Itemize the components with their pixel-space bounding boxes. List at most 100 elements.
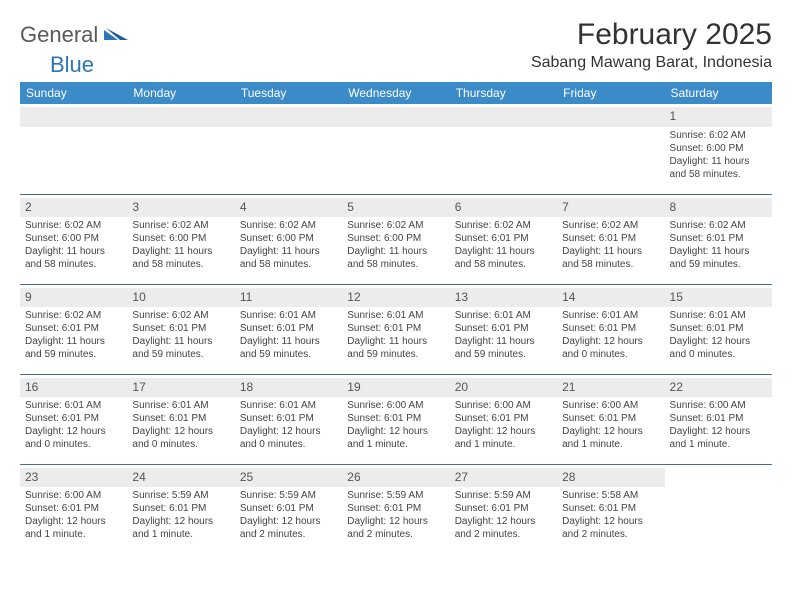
day-detail-line: Daylight: 12 hours [670, 425, 767, 438]
day-detail-line: and 2 minutes. [240, 528, 337, 541]
day-number: 23 [20, 468, 127, 488]
calendar-cell: 18Sunrise: 6:01 AMSunset: 6:01 PMDayligh… [235, 374, 342, 464]
day-number: 27 [450, 468, 557, 488]
day-detail-line: Sunrise: 6:01 AM [562, 309, 659, 322]
calendar-cell [557, 104, 664, 194]
day-detail-line: and 0 minutes. [25, 438, 122, 451]
day-number: 20 [450, 378, 557, 398]
day-detail-line: and 59 minutes. [455, 348, 552, 361]
day-number: 9 [20, 288, 127, 308]
day-detail-line: Sunrise: 6:01 AM [455, 309, 552, 322]
day-detail-line: Sunset: 6:00 PM [240, 232, 337, 245]
logo-mark-icon [104, 24, 130, 47]
day-header: Monday [127, 82, 234, 104]
day-detail-line: Sunrise: 6:02 AM [455, 219, 552, 232]
day-detail-line: Sunset: 6:01 PM [455, 412, 552, 425]
day-detail-line: Sunrise: 6:00 AM [562, 399, 659, 412]
day-detail-line: and 2 minutes. [347, 528, 444, 541]
day-detail-line: Sunset: 6:01 PM [455, 322, 552, 335]
day-detail-line: and 1 minute. [25, 528, 122, 541]
day-number: 17 [127, 378, 234, 398]
day-header: Wednesday [342, 82, 449, 104]
day-detail-line: Daylight: 12 hours [562, 425, 659, 438]
day-detail-line: Daylight: 12 hours [240, 515, 337, 528]
calendar-cell: 12Sunrise: 6:01 AMSunset: 6:01 PMDayligh… [342, 284, 449, 374]
calendar-cell: 7Sunrise: 6:02 AMSunset: 6:01 PMDaylight… [557, 194, 664, 284]
day-header-row: Sunday Monday Tuesday Wednesday Thursday… [20, 82, 772, 104]
calendar-cell: 23Sunrise: 6:00 AMSunset: 6:01 PMDayligh… [20, 464, 127, 554]
calendar-cell: 27Sunrise: 5:59 AMSunset: 6:01 PMDayligh… [450, 464, 557, 554]
calendar-cell: 6Sunrise: 6:02 AMSunset: 6:01 PMDaylight… [450, 194, 557, 284]
day-number: 19 [342, 378, 449, 398]
calendar-week-row: 1Sunrise: 6:02 AMSunset: 6:00 PMDaylight… [20, 104, 772, 194]
day-detail-line: and 59 minutes. [347, 348, 444, 361]
day-number: 3 [127, 198, 234, 218]
day-detail-line: Daylight: 11 hours [455, 245, 552, 258]
calendar-cell [450, 104, 557, 194]
day-detail-line: Sunset: 6:00 PM [132, 232, 229, 245]
day-detail-line: Sunset: 6:01 PM [347, 502, 444, 515]
day-detail-line: Sunrise: 5:59 AM [240, 489, 337, 502]
calendar-cell: 11Sunrise: 6:01 AMSunset: 6:01 PMDayligh… [235, 284, 342, 374]
day-detail-line: and 0 minutes. [562, 348, 659, 361]
day-detail-line: Sunrise: 6:01 AM [240, 309, 337, 322]
day-detail-line: Sunset: 6:00 PM [25, 232, 122, 245]
day-detail-line: Sunset: 6:01 PM [132, 502, 229, 515]
day-detail-line: Sunset: 6:01 PM [455, 232, 552, 245]
day-number: 21 [557, 378, 664, 398]
day-detail-line: Daylight: 11 hours [25, 335, 122, 348]
day-detail-line: Sunset: 6:01 PM [25, 502, 122, 515]
day-detail-line: Daylight: 12 hours [562, 515, 659, 528]
calendar-cell: 2Sunrise: 6:02 AMSunset: 6:00 PMDaylight… [20, 194, 127, 284]
day-detail-line: and 1 minute. [670, 438, 767, 451]
calendar-cell: 15Sunrise: 6:01 AMSunset: 6:01 PMDayligh… [665, 284, 772, 374]
day-number: 8 [665, 198, 772, 218]
day-header: Sunday [20, 82, 127, 104]
day-detail-line: Sunrise: 6:02 AM [25, 219, 122, 232]
day-detail-line: and 58 minutes. [347, 258, 444, 271]
day-detail-line: Daylight: 12 hours [347, 425, 444, 438]
day-detail-line: and 59 minutes. [670, 258, 767, 271]
day-number: 25 [235, 468, 342, 488]
day-detail-line: Daylight: 12 hours [25, 425, 122, 438]
day-detail-line: Daylight: 11 hours [25, 245, 122, 258]
calendar-cell [342, 104, 449, 194]
day-detail-line: Daylight: 12 hours [670, 335, 767, 348]
calendar-cell: 13Sunrise: 6:01 AMSunset: 6:01 PMDayligh… [450, 284, 557, 374]
day-detail-line: Sunrise: 6:01 AM [132, 399, 229, 412]
day-detail-line: Daylight: 12 hours [132, 515, 229, 528]
day-detail-line: Sunrise: 6:01 AM [670, 309, 767, 322]
day-number: 12 [342, 288, 449, 308]
day-detail-line: Sunrise: 6:00 AM [25, 489, 122, 502]
day-detail-line: Daylight: 11 hours [240, 245, 337, 258]
title-block: February 2025 Sabang Mawang Barat, Indon… [531, 18, 772, 72]
calendar-cell: 10Sunrise: 6:02 AMSunset: 6:01 PMDayligh… [127, 284, 234, 374]
calendar-cell: 20Sunrise: 6:00 AMSunset: 6:01 PMDayligh… [450, 374, 557, 464]
day-number: 16 [20, 378, 127, 398]
day-detail-line: Sunset: 6:01 PM [670, 322, 767, 335]
day-detail-line: and 2 minutes. [455, 528, 552, 541]
day-detail-line: Sunrise: 5:59 AM [132, 489, 229, 502]
day-detail-line: Sunrise: 6:02 AM [132, 309, 229, 322]
day-detail-line: Sunrise: 5:59 AM [347, 489, 444, 502]
day-detail-line: and 59 minutes. [240, 348, 337, 361]
calendar-table: Sunday Monday Tuesday Wednesday Thursday… [20, 82, 772, 554]
logo: General [20, 18, 132, 48]
day-detail-line: Daylight: 11 hours [562, 245, 659, 258]
day-detail-line: Sunset: 6:01 PM [240, 502, 337, 515]
day-detail-line: and 58 minutes. [562, 258, 659, 271]
day-number: 4 [235, 198, 342, 218]
day-detail-line: Sunrise: 6:02 AM [562, 219, 659, 232]
day-detail-line: Sunrise: 6:00 AM [670, 399, 767, 412]
calendar-cell: 17Sunrise: 6:01 AMSunset: 6:01 PMDayligh… [127, 374, 234, 464]
day-detail-line: Daylight: 11 hours [670, 245, 767, 258]
calendar-cell: 26Sunrise: 5:59 AMSunset: 6:01 PMDayligh… [342, 464, 449, 554]
day-detail-line: Sunset: 6:01 PM [670, 232, 767, 245]
empty-day-strip [127, 107, 234, 127]
day-detail-line: Sunrise: 6:02 AM [347, 219, 444, 232]
day-detail-line: and 2 minutes. [562, 528, 659, 541]
day-detail-line: and 58 minutes. [25, 258, 122, 271]
day-detail-line: and 58 minutes. [455, 258, 552, 271]
day-detail-line: Sunrise: 6:00 AM [455, 399, 552, 412]
day-number: 11 [235, 288, 342, 308]
